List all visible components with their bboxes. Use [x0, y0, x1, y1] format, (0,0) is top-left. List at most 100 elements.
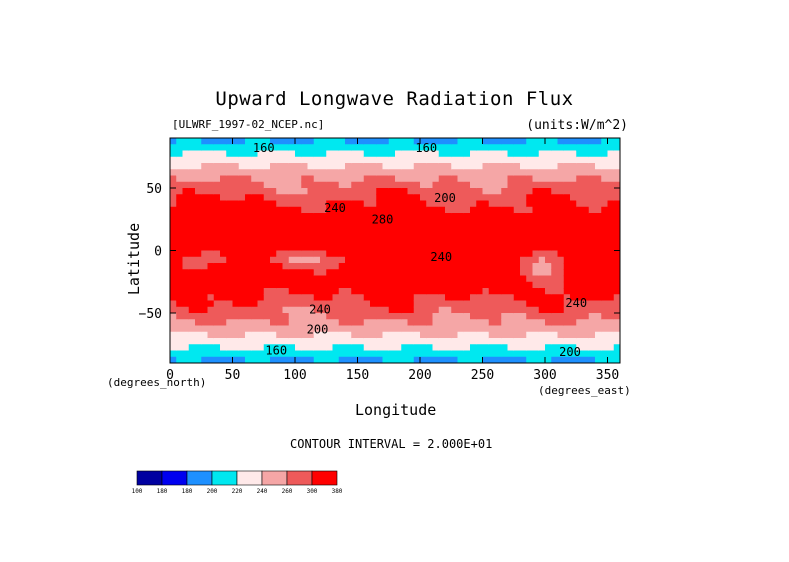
field-cell — [288, 356, 296, 363]
field-cell — [351, 206, 359, 214]
field-cell — [595, 194, 602, 202]
field-cell — [588, 156, 596, 164]
field-cell — [263, 156, 271, 164]
field-cell — [201, 138, 209, 145]
field-cell — [338, 144, 346, 152]
field-cell — [338, 244, 346, 252]
field-cell — [420, 269, 427, 277]
field-cell — [257, 325, 265, 333]
field-cell — [551, 350, 559, 358]
field-cell — [545, 219, 552, 227]
field-cell — [613, 181, 620, 189]
field-cell — [595, 325, 602, 333]
field-cell — [451, 263, 459, 270]
field-cell — [376, 250, 384, 258]
field-cell — [582, 156, 590, 164]
field-cell — [288, 250, 296, 258]
field-cell — [501, 300, 509, 308]
field-cell — [520, 244, 527, 252]
field-cell — [613, 338, 620, 345]
field-cell — [520, 163, 527, 170]
field-cell — [476, 181, 484, 189]
field-cell — [338, 250, 346, 258]
field-cell — [563, 325, 571, 333]
field-cell — [432, 188, 440, 195]
field-cell — [338, 275, 346, 283]
field-cell — [607, 156, 615, 164]
field-cell — [613, 169, 620, 177]
field-cell — [532, 194, 540, 202]
colorbar: 100 180 180 200 220 240 260 300 380 — [132, 470, 343, 495]
field-cell — [182, 263, 190, 270]
field-cell — [588, 319, 596, 327]
field-cell — [207, 206, 215, 214]
field-cell — [470, 156, 477, 164]
field-cell — [376, 281, 384, 289]
field-cell — [445, 244, 452, 252]
field-cell — [582, 169, 590, 177]
field-cell — [363, 263, 371, 270]
field-cell — [232, 294, 240, 302]
field-cell — [420, 213, 427, 220]
field-cell — [613, 300, 620, 308]
field-cell — [451, 294, 459, 302]
field-cell — [245, 338, 252, 345]
field-cell — [245, 181, 252, 189]
field-cell — [345, 300, 352, 308]
field-cell — [245, 169, 252, 177]
field-cell — [526, 300, 534, 308]
field-cell — [295, 181, 302, 189]
field-cell — [188, 175, 196, 183]
field-cell — [301, 188, 309, 195]
field-cell — [557, 163, 565, 170]
field-cell — [576, 188, 584, 195]
field-cell — [601, 206, 609, 214]
field-cell — [320, 300, 327, 308]
field-cell — [520, 313, 527, 320]
field-cell — [570, 194, 577, 202]
field-cell — [382, 288, 390, 295]
field-cell — [582, 150, 590, 158]
field-cell — [545, 194, 552, 202]
field-cell — [226, 225, 234, 233]
field-cell — [176, 344, 184, 352]
field-cell — [476, 219, 484, 227]
field-cell — [188, 194, 196, 202]
field-cell — [295, 288, 302, 295]
x-tick-label: 200 — [408, 368, 431, 383]
field-cell — [470, 225, 477, 233]
field-cell — [320, 175, 327, 183]
field-cell — [463, 213, 471, 220]
field-cell — [226, 256, 234, 264]
field-cell — [488, 181, 496, 189]
field-cell — [320, 356, 327, 363]
field-cell — [382, 263, 390, 270]
field-cell — [482, 188, 490, 195]
field-cell — [301, 281, 309, 289]
field-cell — [357, 250, 365, 258]
field-cell — [520, 138, 527, 145]
field-cell — [532, 300, 540, 308]
field-cell — [420, 238, 427, 245]
field-cell — [595, 356, 602, 363]
field-cell — [182, 225, 190, 233]
field-cell — [401, 294, 409, 302]
field-cell — [313, 275, 321, 283]
field-cell — [201, 194, 209, 202]
field-cell — [513, 313, 521, 320]
field-cell — [557, 300, 565, 308]
field-cell — [182, 344, 190, 352]
field-cell — [557, 250, 565, 258]
field-cell — [351, 144, 359, 152]
field-cell — [376, 300, 384, 308]
field-cell — [270, 169, 277, 177]
field-cell — [220, 150, 227, 158]
field-cell — [613, 200, 620, 208]
field-cell — [557, 338, 565, 345]
field-cell — [170, 194, 177, 202]
field-cell — [438, 356, 446, 363]
field-cell — [257, 288, 265, 295]
field-cell — [345, 331, 352, 339]
field-cell — [457, 356, 465, 363]
field-cell — [195, 300, 202, 308]
